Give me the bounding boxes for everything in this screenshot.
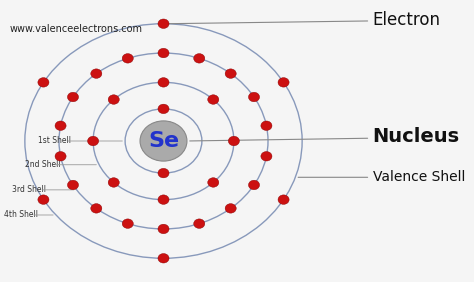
Ellipse shape [122, 219, 133, 228]
Ellipse shape [91, 69, 102, 78]
Ellipse shape [140, 121, 187, 161]
Ellipse shape [158, 254, 169, 263]
Ellipse shape [67, 180, 79, 190]
Ellipse shape [158, 168, 169, 178]
Ellipse shape [158, 48, 169, 58]
Text: 2nd Shell: 2nd Shell [25, 160, 61, 169]
Ellipse shape [122, 54, 133, 63]
Ellipse shape [194, 219, 205, 228]
Ellipse shape [38, 78, 49, 87]
Ellipse shape [88, 136, 99, 146]
Ellipse shape [108, 178, 119, 187]
Ellipse shape [91, 204, 102, 213]
Ellipse shape [208, 95, 219, 104]
Ellipse shape [158, 19, 169, 28]
Ellipse shape [228, 136, 239, 146]
Ellipse shape [55, 121, 66, 131]
Text: Electron: Electron [373, 10, 440, 28]
Text: 1st Shell: 1st Shell [37, 136, 71, 146]
Ellipse shape [108, 95, 119, 104]
Ellipse shape [158, 195, 169, 204]
Ellipse shape [67, 92, 79, 102]
Text: 4th Shell: 4th Shell [3, 210, 37, 219]
Ellipse shape [158, 78, 169, 87]
Text: www.valenceelectrons.com: www.valenceelectrons.com [10, 24, 143, 34]
Ellipse shape [278, 78, 289, 87]
Ellipse shape [225, 204, 236, 213]
Ellipse shape [225, 69, 236, 78]
Ellipse shape [158, 224, 169, 234]
Ellipse shape [194, 54, 205, 63]
Ellipse shape [248, 92, 260, 102]
Ellipse shape [261, 151, 272, 161]
Text: Valence Shell: Valence Shell [373, 170, 465, 184]
Ellipse shape [208, 178, 219, 187]
Text: Nucleus: Nucleus [373, 127, 460, 146]
Text: 3rd Shell: 3rd Shell [12, 185, 46, 194]
Ellipse shape [248, 180, 260, 190]
Ellipse shape [38, 195, 49, 204]
Ellipse shape [55, 151, 66, 161]
Text: Se: Se [148, 131, 179, 151]
Ellipse shape [158, 104, 169, 114]
Ellipse shape [278, 195, 289, 204]
Ellipse shape [261, 121, 272, 131]
